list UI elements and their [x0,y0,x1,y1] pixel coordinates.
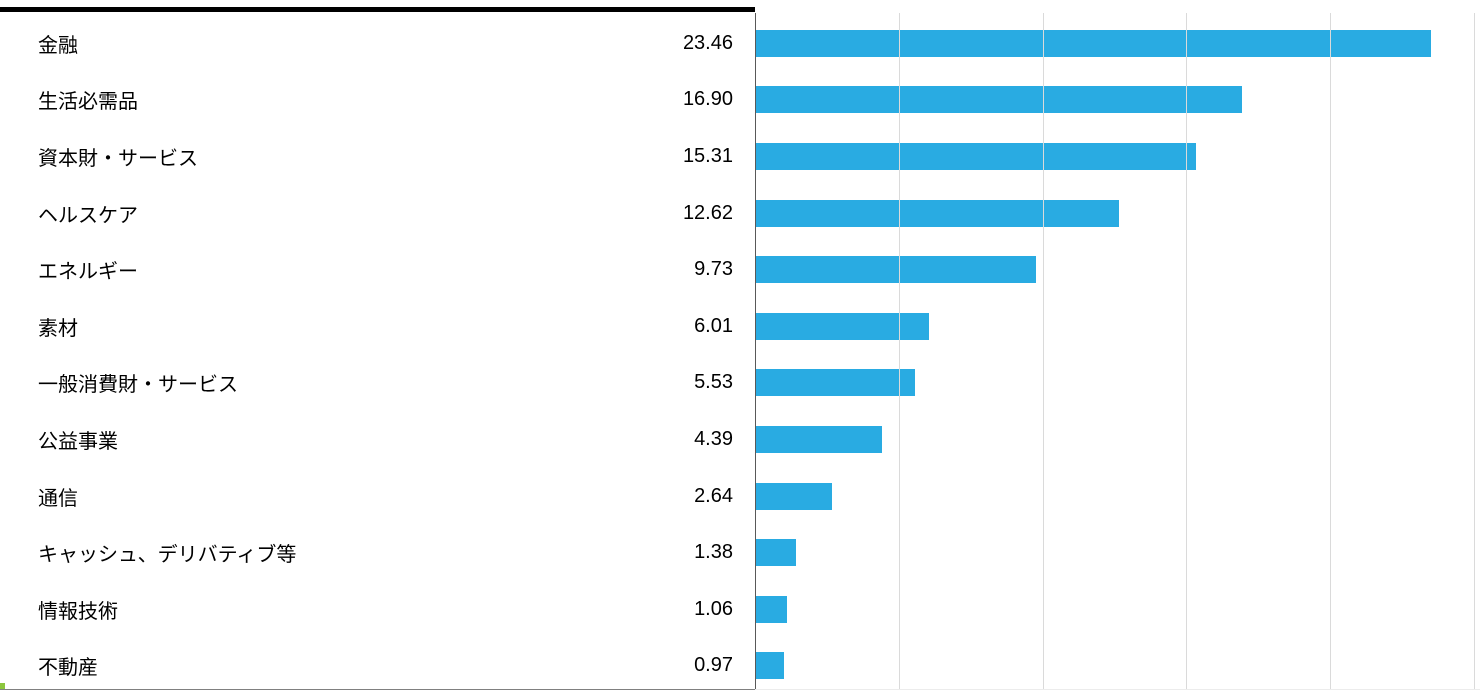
bar-track [756,539,1480,567]
category-label: 公益事業 [38,430,118,453]
chart-row: 資本財・サービス 15.31 [0,128,1480,185]
value-label: 1.38 [694,541,733,564]
chart-row: 金融 23.46 [0,15,1480,72]
bar-track [756,369,1480,397]
bar-track [756,86,1480,114]
value-label: 15.31 [682,144,733,167]
chart-row: 通信 2.64 [0,468,1480,525]
value-label: 2.64 [694,484,733,507]
value-label: 23.46 [682,31,733,54]
value-label: 5.53 [694,371,733,394]
bar-track [756,425,1480,453]
bar-track [756,652,1480,680]
bar [756,199,1119,227]
value-label: 12.62 [682,201,733,224]
chart-row: エネルギー 9.73 [0,241,1480,298]
bar-track [756,256,1480,284]
category-label: ヘルスケア [38,204,138,227]
category-label: キャッシュ、デリバティブ等 [38,544,297,567]
category-label: 資本財・サービス [38,147,198,170]
chart-row: 不動産 0.97 [0,638,1480,690]
category-label: 金融 [38,34,78,57]
chart-row: キャッシュ、デリバティブ等 1.38 [0,524,1480,581]
bar-track [756,142,1480,170]
table-top-rule [0,7,755,12]
gridline [899,13,900,690]
value-label: 0.97 [694,654,733,677]
bar [756,595,787,623]
category-label: 通信 [38,487,78,510]
value-label: 6.01 [694,314,733,337]
category-label: 生活必需品 [38,91,138,114]
bar-track [756,199,1480,227]
value-label: 1.06 [694,597,733,620]
chart-row: 素材 6.01 [0,298,1480,355]
chart-row: 情報技術 1.06 [0,581,1480,638]
corner-mark [0,683,5,689]
chart-row: 公益事業 4.39 [0,411,1480,468]
y-axis-line [755,13,756,690]
category-label: 不動産 [38,657,98,680]
bar [756,482,832,510]
category-label: 情報技術 [38,600,118,623]
category-label: 一般消費財・サービス [38,374,238,397]
value-label: 16.90 [682,88,733,111]
bar [756,29,1431,57]
gridline [1186,13,1187,690]
bar [756,652,784,680]
chart-row: 生活必需品 16.90 [0,72,1480,129]
bar-track [756,312,1480,340]
bar-track [756,482,1480,510]
gridline [1043,13,1044,690]
chart-rows: 金融 23.46 生活必需品 16.90 資本財・サービス 15.31 ヘルスケア 12.62… [0,15,1480,690]
bar [756,312,929,340]
chart-row: ヘルスケア 12.62 [0,185,1480,242]
chart-row: 一般消費財・サービス 5.53 [0,355,1480,412]
bar-track [756,29,1480,57]
value-label: 9.73 [694,258,733,281]
category-label: エネルギー [38,261,138,284]
bar [756,86,1242,114]
bar [756,425,883,453]
bar-track [756,595,1480,623]
bar [756,539,796,567]
bar [756,142,1197,170]
gridline [1330,13,1331,690]
value-label: 4.39 [694,427,733,450]
bar [756,256,1036,284]
gridline [1474,13,1475,690]
category-label: 素材 [38,317,78,340]
bar [756,369,915,397]
